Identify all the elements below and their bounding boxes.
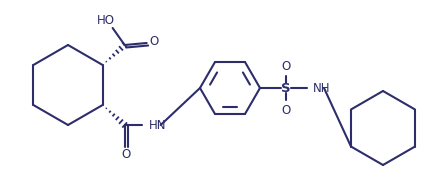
- Text: O: O: [281, 60, 290, 73]
- Text: HN: HN: [148, 119, 166, 132]
- Text: NH: NH: [312, 82, 330, 95]
- Text: O: O: [149, 34, 158, 48]
- Text: S: S: [281, 82, 290, 95]
- Text: HO: HO: [96, 14, 114, 26]
- Text: O: O: [281, 103, 290, 117]
- Text: O: O: [121, 147, 130, 161]
